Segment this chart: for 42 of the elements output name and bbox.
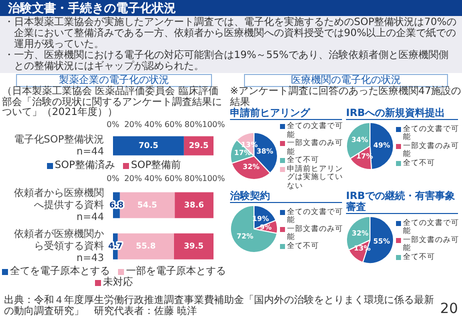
x-tick-label: 40% [144,174,163,183]
x-tick-label: 20% [124,119,142,128]
legend-label: SOP整備済み [54,160,115,171]
y-tick-label: 依頼者が医療機関から受領する資料 n=43 [14,228,104,264]
x-tick-label: 60% [164,119,183,128]
text: ・一方、医療機関における電子化の対応可能割合は19%～55%であり、治験依頼者側と医療機関側との整備状況にはギャップが認められた。 [4,50,450,72]
text: 治験文書・手続きの電子化状況 [0,0,462,16]
data-label: 39.5 [184,241,204,250]
text: 20 [440,301,458,317]
legend-label: 一部を電子原本とする [126,266,226,277]
x-tick-label: 80% [184,174,203,183]
x-tick-label: 40% [144,119,163,128]
chart-title: 治験契約 [230,191,342,203]
legend-label: SOP整備前 [131,160,182,171]
x-tick-label: 0% [106,174,120,183]
text: ※アンケート調査に回答のあった医療機関47施設の結果 [230,86,462,108]
x-tick-label: 100% [202,119,226,128]
bar [174,192,214,218]
y-tick-label: 電子化SOP整備状況 n=44 [14,132,104,157]
x-tick-label: 60% [164,174,183,183]
data-label: 70.5 [138,140,159,150]
source-note: 出典：令和４年度厚生労働行政推進調査事業費補助金「国内外の治験をとりまく環境に係る最新の動向調査研究」 研究代表者：佐藤 暁洋 [4,295,434,317]
chart-title: IRBへの新規資料提出 [346,108,458,120]
legend-label: 未対応 [103,276,133,288]
data-label: 6.8 [109,200,124,210]
legend-label: 全てを電子原本とする [10,266,110,277]
y-tick-label: 依頼者から医療機関へ提供する資料 n=44 [14,186,104,223]
x-tick-label: 0% [106,119,120,128]
data-label: 38.6 [184,200,204,210]
x-tick-label: 80% [184,119,203,128]
text: ・日本製薬工業協会が実施したアンケート調査では、電子化を実施するためのSOP整備状況は70%の企業において整備済みである一方、依頼者から医療機関への資料授受では90%以上の企業で紙での運用が残っていた。 [4,17,458,50]
data-label: 54.5 [137,200,158,210]
x-tick-label: 100% [202,174,226,183]
text: 医療機関の電子化の状況 [244,74,448,87]
chart-title: IRBでの継続・有害事象審査 [346,191,458,214]
text: 製薬企業の電子化の状況 [16,74,212,87]
chart-subtitle: （日本製薬工業協会 医薬品評価委員会 臨床評価部会「治験の現状に関するアンケート調査結果について」（2021年度）） [2,86,223,118]
bar [174,233,214,260]
data-label: 55.8 [136,241,156,250]
x-tick-label: 20% [124,174,142,183]
data-label: 29.5 [188,140,210,150]
chart-title: 申請前ヒアリング [230,108,342,120]
